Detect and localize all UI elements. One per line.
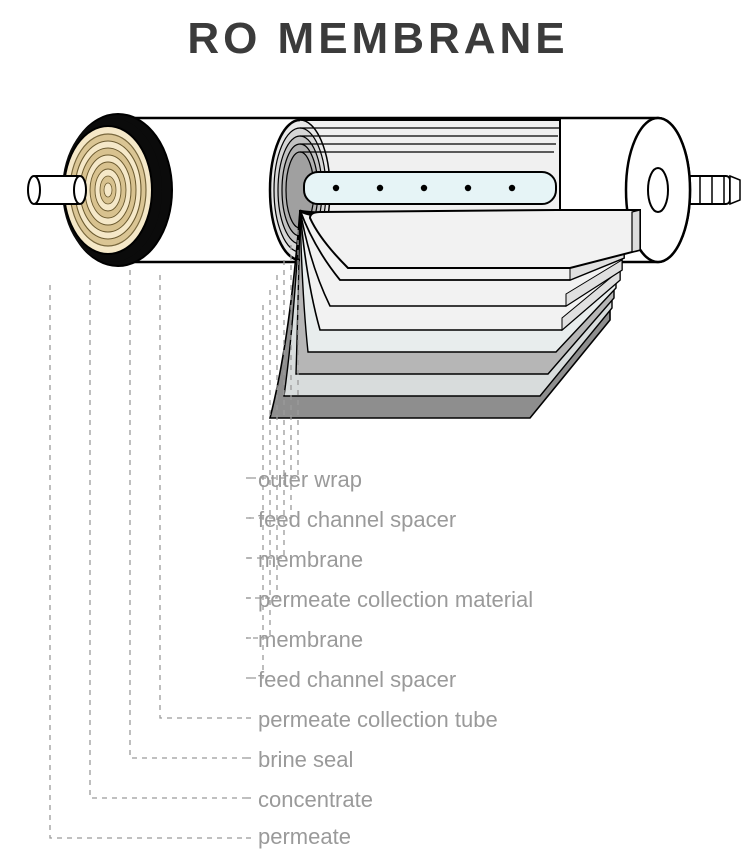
- label-permeate: permeate: [258, 824, 351, 850]
- fanned-sheets: [270, 210, 640, 418]
- label-membrane-2: membrane: [258, 627, 363, 653]
- membrane-diagram: [0, 80, 756, 460]
- label-outer-wrap: outer wrap: [258, 467, 362, 493]
- label-permeate-tube: permeate collection tube: [258, 707, 498, 733]
- permeate-tube: [304, 172, 556, 204]
- label-brine-seal: brine seal: [258, 747, 353, 773]
- diagram-title: RO MEMBRANE: [0, 14, 756, 64]
- label-feed-spacer-2: feed channel spacer: [258, 667, 456, 693]
- label-permeate-material: permeate collection material: [258, 587, 533, 613]
- label-concentrate: concentrate: [258, 787, 373, 813]
- label-membrane-1: membrane: [258, 547, 363, 573]
- right-port: [684, 176, 740, 204]
- left-port: [28, 176, 86, 204]
- label-feed-spacer-1: feed channel spacer: [258, 507, 456, 533]
